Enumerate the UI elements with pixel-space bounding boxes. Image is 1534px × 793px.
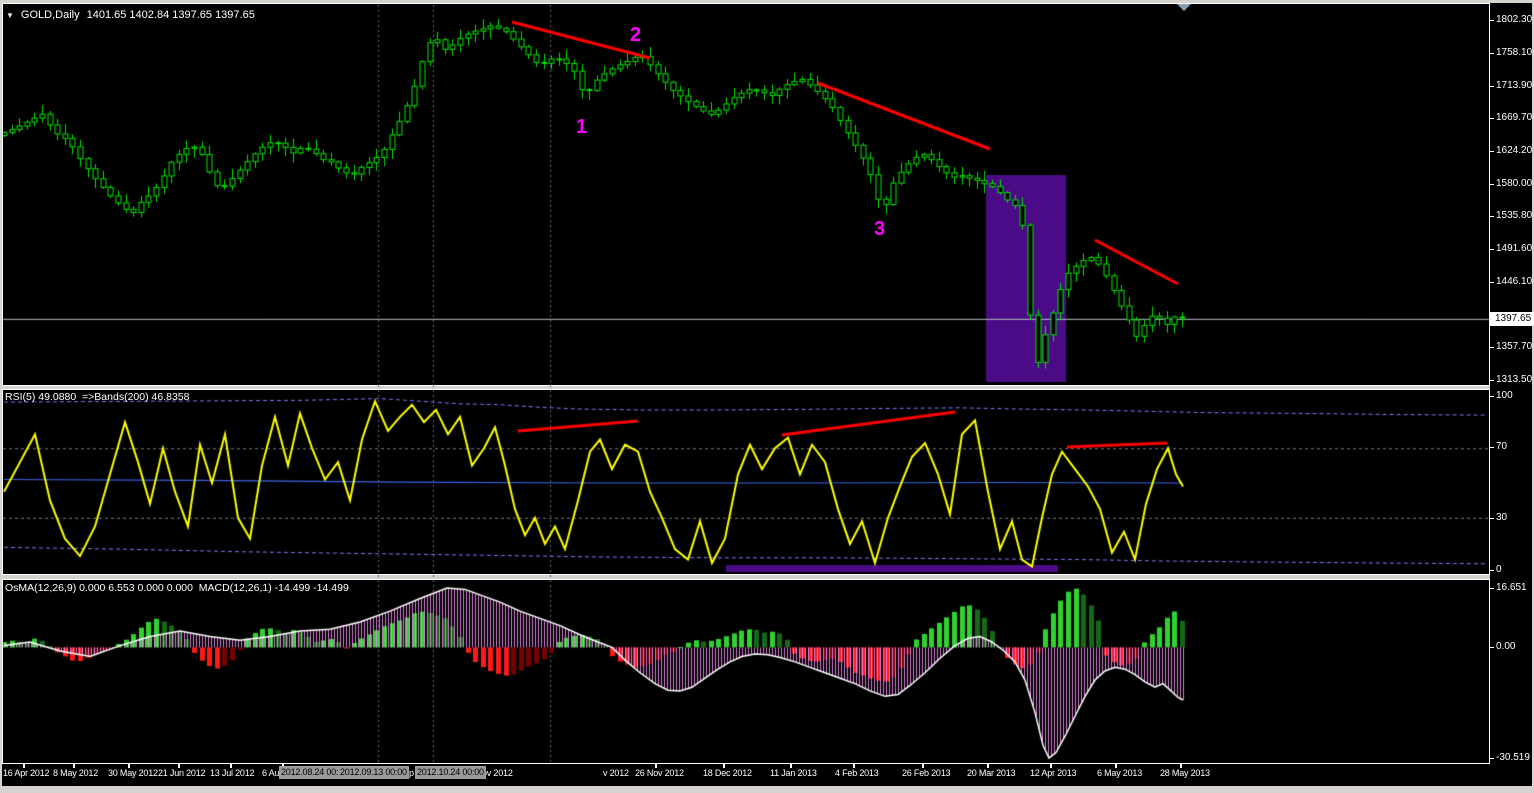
rsi-tick-label: 100: [1496, 390, 1513, 401]
macd-tick-label: -30.519: [1496, 752, 1530, 763]
date-tick-mark: [73, 764, 75, 768]
date-label: v 2012: [603, 768, 629, 778]
date-tick-mark: [1115, 764, 1117, 768]
date-label: 28 May 2013: [1160, 768, 1210, 778]
date-tick-mark: [853, 764, 855, 768]
date-label: 26 Feb 2013: [902, 768, 951, 778]
current-price-badge: 1397.65: [1490, 312, 1534, 326]
price-tick-mark: [1490, 151, 1494, 152]
price-tick-label: 1491.60: [1496, 243, 1533, 254]
chart-canvas[interactable]: [0, 0, 1490, 764]
date-tick-mark: [23, 764, 25, 768]
price-tick-label: 1535.80: [1496, 210, 1533, 221]
price-axis-column: [1490, 3, 1532, 764]
rsi-tick-label: 0: [1496, 564, 1502, 575]
rsi-indicator-label: RSI(5) 49.0880 =>Bands(200) 46.8358: [5, 391, 190, 403]
macd-tick-mark: [1490, 647, 1494, 648]
price-tick-label: 1580.00: [1496, 178, 1533, 189]
price-tick-label: 1802.30: [1496, 14, 1533, 25]
rsi-tick-mark: [1490, 570, 1494, 571]
price-tick-mark: [1490, 216, 1494, 217]
vline-time-label: 2012.08.24 00:00: [279, 766, 350, 779]
price-tick-label: 1669.70: [1496, 112, 1533, 123]
price-tick-mark: [1490, 249, 1494, 250]
macd-tick-label: 16.651: [1496, 582, 1527, 593]
date-label: 20 Mar 2013: [967, 768, 1016, 778]
macd-tick-mark: [1490, 758, 1494, 759]
price-tick-mark: [1490, 53, 1494, 54]
date-tick-mark: [723, 764, 725, 768]
date-label: 16 Apr 2012: [3, 768, 50, 778]
price-tick-label: 1713.90: [1496, 80, 1533, 91]
price-tick-mark: [1490, 86, 1494, 87]
date-tick-mark: [128, 764, 130, 768]
price-tick-mark: [1490, 380, 1494, 381]
macd-tick-mark: [1490, 588, 1494, 589]
date-label: 8 May 2012: [53, 768, 99, 778]
symbol-period-label: GOLD,Daily: [20, 9, 80, 21]
chart-dropdown-icon[interactable]: ▼: [6, 10, 14, 20]
date-label: 13 Jul 2012: [210, 768, 255, 778]
date-label: 30 May 2012: [108, 768, 158, 778]
price-tick-label: 1446.10: [1496, 276, 1533, 287]
price-tick-mark: [1490, 184, 1494, 185]
date-label: 6 May 2013: [1097, 768, 1143, 778]
price-tick-label: 1624.20: [1496, 145, 1533, 156]
date-label: 11 Jan 2013: [770, 768, 817, 778]
rsi-tick-mark: [1490, 518, 1494, 519]
price-tick-mark: [1490, 347, 1494, 348]
date-tick-mark: [230, 764, 232, 768]
vline-time-label: 2012.09.13 00:00: [338, 766, 409, 779]
chart-title-line: ▼ GOLD,Daily 1401.65 1402.84 1397.65 139…: [6, 9, 255, 21]
wave-count-annotation: 3: [874, 218, 886, 240]
price-tick-label: 1313.50: [1496, 374, 1533, 385]
rsi-tick-mark: [1490, 447, 1494, 448]
date-tick-mark: [987, 764, 989, 768]
rsi-tick-label: 70: [1496, 441, 1508, 452]
macd-indicator-label: OsMA(12,26,9) 0.000 6.553 0.000 0.000 MA…: [5, 582, 349, 594]
date-tick-mark: [1050, 764, 1052, 768]
date-label: 26 Nov 2012: [635, 768, 684, 778]
price-tick-mark: [1490, 282, 1494, 283]
date-label: 12 Apr 2013: [1030, 768, 1077, 778]
date-label: ov 2012: [482, 768, 513, 778]
price-tick-mark: [1490, 20, 1494, 21]
rsi-tick-label: 30: [1496, 512, 1508, 523]
price-tick-label: 1758.10: [1496, 47, 1533, 58]
wave-count-annotation: 2: [630, 24, 642, 46]
macd-tick-label: 0.00: [1496, 641, 1516, 652]
price-tick-label: 1357.70: [1496, 341, 1533, 352]
rsi-tick-mark: [1490, 396, 1494, 397]
wave-count-annotation: 1: [576, 116, 588, 138]
date-label: 21 Jun 2012: [158, 768, 206, 778]
vline-time-label: 2012.10.24 00:00: [415, 766, 486, 779]
price-tick-mark: [1490, 118, 1494, 119]
date-tick-mark: [1180, 764, 1182, 768]
date-label: 18 Dec 2012: [703, 768, 752, 778]
date-tick-mark: [655, 764, 657, 768]
date-tick-mark: [922, 764, 924, 768]
window-bottom-frame: [0, 786, 1534, 793]
date-tick-mark: [178, 764, 180, 768]
date-label: 4 Feb 2013: [835, 768, 879, 778]
ohlc-values: 1401.65 1402.84 1397.65 1397.65: [86, 9, 255, 21]
chart-shift-marker[interactable]: [1177, 4, 1191, 11]
date-tick-mark: [790, 764, 792, 768]
